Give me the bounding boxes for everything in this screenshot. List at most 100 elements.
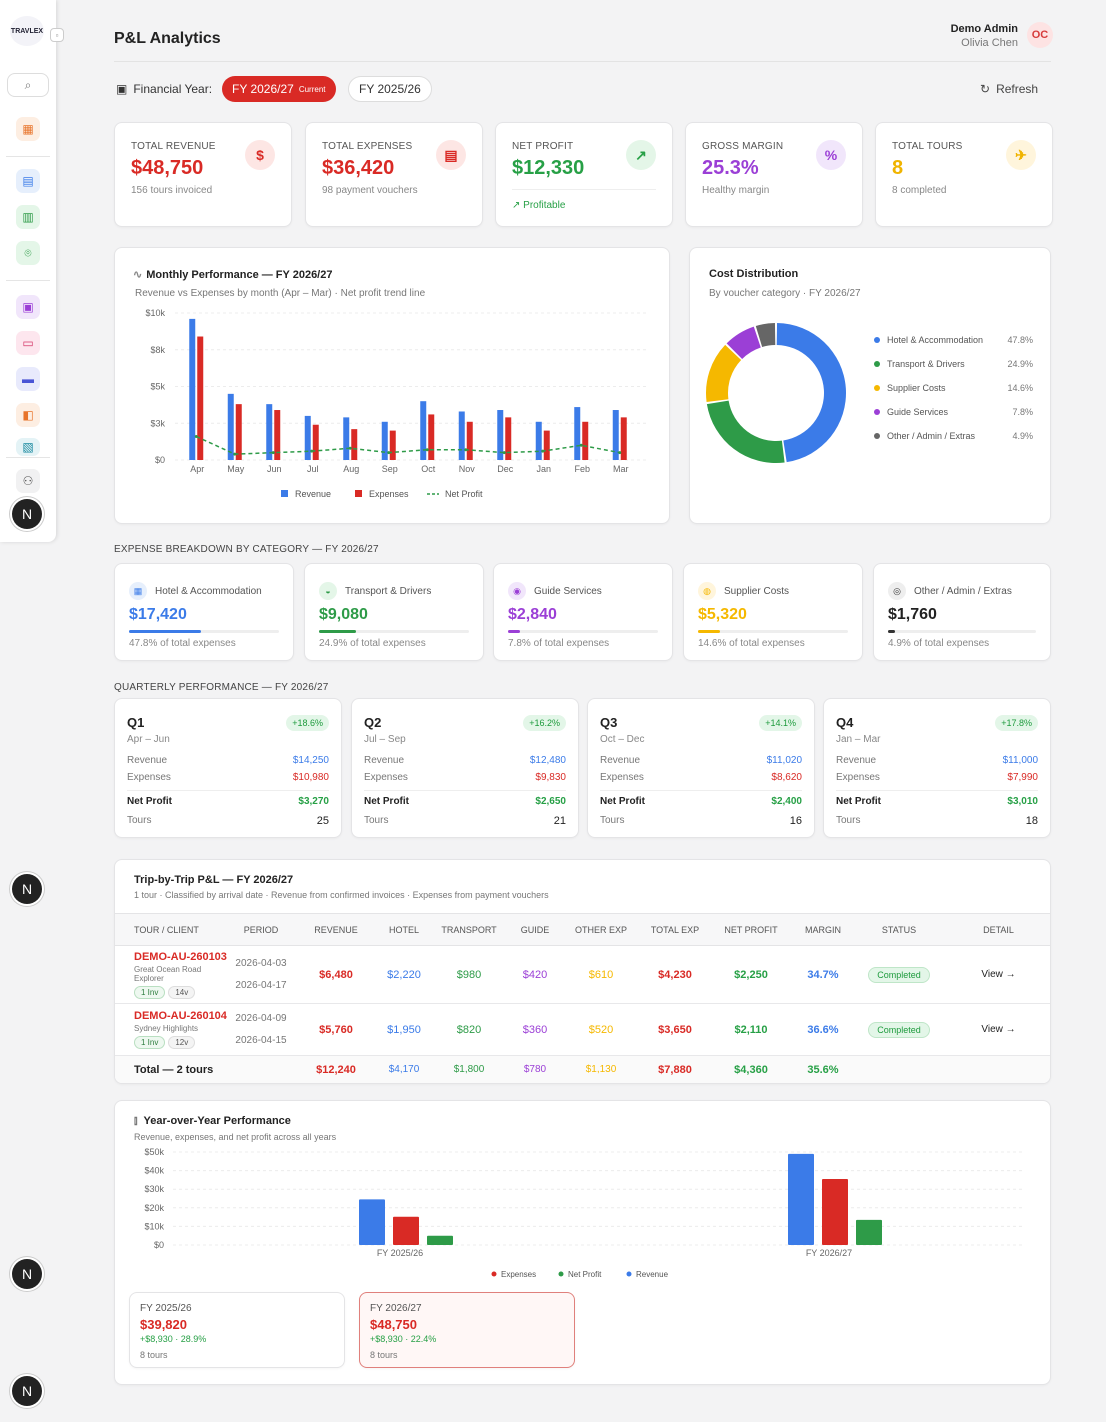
x-tick-label: Apr — [190, 464, 204, 474]
revenue-bar — [458, 411, 465, 460]
net-profit-cell: $2,250 — [709, 945, 793, 1004]
document-icon[interactable]: ▥ — [16, 205, 40, 229]
column-header: DETAIL — [945, 913, 1050, 946]
kpi-sub: ↗ Profitable — [512, 200, 566, 211]
fy-pill-previous[interactable]: FY 2025/26 — [348, 76, 432, 102]
transport-cell: $980 — [429, 945, 509, 1004]
calendar-icon: ▣ — [116, 82, 128, 96]
cost-distribution-card: Cost Distribution By voucher category · … — [689, 247, 1051, 524]
other-exp-cell: $610 — [561, 945, 641, 1004]
avatar[interactable]: N — [12, 499, 42, 529]
donut-slice — [726, 326, 761, 359]
quarter-net-row: Net Profit $2,650 — [364, 796, 566, 807]
refresh-button[interactable]: ↻ Refresh — [980, 82, 1039, 96]
kpi-sub: 98 payment vouchers — [322, 185, 418, 196]
total-exp: $7,880 — [641, 1055, 709, 1083]
legend-dot — [558, 1271, 564, 1277]
yoy-tours: 8 tours — [140, 1350, 168, 1360]
invoice-chip: 1 Inv — [134, 1036, 166, 1049]
collapse-sidebar-icon[interactable]: ▫ — [50, 28, 64, 42]
grid-icon[interactable]: ▦ — [16, 117, 40, 141]
expense-pct: 14.6% of total expenses — [698, 638, 805, 649]
view-link[interactable]: View — [981, 1024, 1003, 1035]
revenue-bar — [266, 404, 273, 460]
yoy-tours: 8 tours — [370, 1350, 398, 1360]
column-header: TOTAL EXP — [641, 913, 709, 946]
view-link[interactable]: View — [981, 969, 1003, 980]
floating-avatar[interactable]: N — [12, 874, 42, 904]
yoy-title: ⫾ Year-over-Year Performance — [134, 1115, 291, 1127]
revenue-bar — [574, 407, 581, 460]
yoy-value: $39,820 — [140, 1317, 187, 1332]
tour-name: Sydney Highlights — [134, 1024, 199, 1033]
y-tick-label: $0 — [155, 455, 165, 465]
x-tick-label: Jun — [267, 464, 282, 474]
kpi-value: $36,420 — [322, 157, 395, 179]
fy-pill-current[interactable]: FY 2026/27 Current — [222, 76, 336, 102]
yoy-year: FY 2026/27 — [370, 1303, 422, 1314]
net-profit-point — [348, 446, 352, 450]
yoy-year-card[interactable]: FY 2026/27 $48,750 +$8,930 · 22.4% 8 tou… — [359, 1292, 575, 1368]
margin-cell: 36.6% — [793, 1003, 853, 1056]
report-icon[interactable]: ▧ — [16, 438, 40, 456]
clipboard-icon[interactable]: ▤ — [16, 169, 40, 193]
kpi-card: TOTAL EXPENSES $36,420 ▤ 98 payment vouc… — [305, 122, 483, 227]
legend-dot — [874, 361, 880, 367]
legend-label: Expenses — [369, 489, 409, 499]
expense-card: ◉ Guide Services $2,840 7.8% of total exp… — [493, 563, 673, 661]
yoy-year-card[interactable]: FY 2025/26 $39,820 +$8,930 · 28.9% 8 tou… — [129, 1292, 345, 1368]
transport-cell: $820 — [429, 1003, 509, 1056]
margin-cell: 34.7% — [793, 945, 853, 1004]
arrow-right-icon: → — [1005, 969, 1016, 980]
yoy-chart: $0 $10k $20k $30k $40k $50k FY 2025/26 FY 2026/… — [144, 1147, 1025, 1279]
ticket-icon[interactable]: ▭ — [16, 331, 40, 355]
search-icon[interactable]: ⌕ — [7, 73, 49, 97]
hotel-cell: $1,950 — [379, 1003, 429, 1056]
floating-avatar[interactable]: N — [12, 1376, 42, 1406]
user-avatar[interactable]: OC — [1027, 22, 1053, 48]
total-label: Total — 2 tours — [115, 1055, 293, 1083]
expense-bar — [698, 630, 848, 633]
table-row[interactable]: DEMO-AU-260104 Sydney Highlights 1 Inv 12… — [115, 1003, 1050, 1056]
kpi-icon: $ — [245, 140, 275, 170]
detail-cell[interactable]: View → — [945, 1003, 1050, 1056]
expense-value: $2,840 — [508, 606, 557, 623]
legend-value: 24.9% — [1007, 359, 1033, 369]
invoice-chip: 1 Inv — [134, 985, 166, 999]
quarter-range: Apr – Jun — [127, 734, 170, 745]
net-profit-point — [502, 451, 506, 455]
tour-id[interactable]: DEMO-AU-260103 — [134, 950, 227, 963]
divider — [512, 189, 656, 190]
table-row[interactable]: DEMO-AU-260103 Great Ocean Road Explorer… — [115, 945, 1050, 1004]
brand-logo[interactable]: TRAVLEX — [10, 16, 44, 46]
floating-avatar[interactable]: N — [12, 1259, 42, 1289]
y-tick-label: $40k — [144, 1166, 164, 1176]
tour-id[interactable]: DEMO-AU-260104 — [134, 1010, 227, 1022]
kpi-icon: ↗ — [626, 140, 656, 170]
map-pin-icon[interactable]: ⌾ — [16, 241, 40, 265]
detail-cell[interactable]: View → — [945, 945, 1050, 1004]
page-title: P&L Analytics — [114, 30, 221, 47]
briefcase-icon[interactable]: ▣ — [16, 295, 40, 319]
donut-slice — [755, 323, 776, 348]
quarter-badge: +16.2% — [523, 715, 566, 731]
user-icon[interactable]: ⚇ — [16, 469, 40, 493]
quarter-range: Jul – Sep — [364, 734, 406, 745]
yoy-value: $48,750 — [370, 1317, 417, 1332]
yoy-bar — [822, 1178, 848, 1245]
y-tick-label: $10k — [145, 308, 165, 318]
refresh-icon: ↻ — [980, 82, 991, 96]
legend-label: Expenses — [501, 1270, 536, 1279]
expense-section-title: EXPENSE BREAKDOWN BY CATEGORY — FY 2026/… — [114, 544, 379, 555]
quarter-revenue-row: Revenue $14,250 — [127, 755, 329, 766]
expense-card: ◒ Transport & Drivers $9,080 24.9% of tot… — [304, 563, 484, 661]
tour-name: Great Ocean Road Explorer — [134, 964, 202, 983]
card-icon[interactable]: ▬ — [16, 367, 40, 391]
user-name: Demo Admin — [950, 23, 1018, 35]
truck-icon[interactable]: ◧ — [16, 403, 40, 427]
user-info[interactable]: Demo Admin Olivia Chen — [951, 22, 1018, 50]
voucher-chip: 14v — [168, 985, 196, 999]
tour-cell: DEMO-AU-260104 Sydney Highlights 1 Inv 12… — [115, 1003, 229, 1056]
kpi-icon: % — [816, 140, 846, 170]
kpi-sub: 8 completed — [892, 185, 947, 196]
